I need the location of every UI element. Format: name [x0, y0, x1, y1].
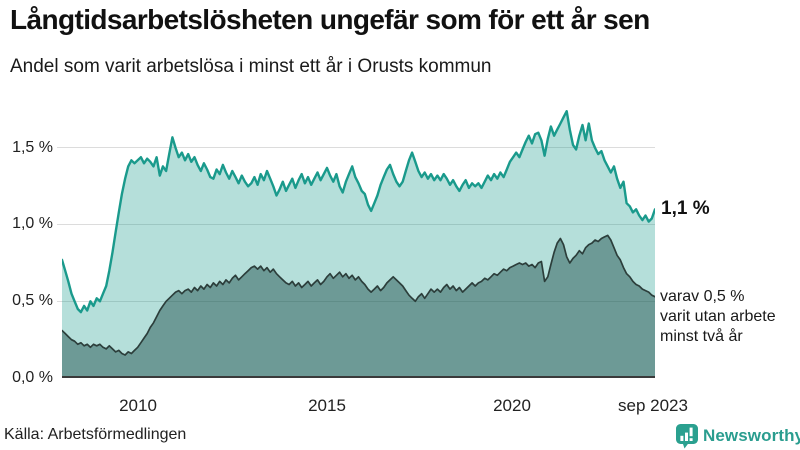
- x-tick-2010: 2010: [119, 396, 157, 415]
- annotation-latest-value: 1,1 %: [661, 198, 710, 219]
- annotation-subset-line3: minst två år: [660, 328, 743, 345]
- y-tick-0-0: 0,0 %: [12, 369, 53, 386]
- bar-chart-exclamation-glyph: [680, 427, 693, 441]
- total-line: [62, 110, 655, 314]
- y-tick-1-5: 1,5 %: [12, 139, 53, 156]
- chart-svg: [62, 110, 655, 378]
- x-tick-sep-2023: sep 2023: [618, 396, 688, 415]
- x-tick-2015: 2015: [308, 396, 346, 415]
- y-tick-1-0: 1,0 %: [12, 215, 53, 232]
- chart-subtitle: Andel som varit arbetslösa i minst ett å…: [10, 56, 492, 77]
- x-tick-2020: 2020: [493, 396, 531, 415]
- x-axis-line: [62, 376, 655, 378]
- source-credit: Källa: Arbetsförmedlingen: [4, 426, 187, 443]
- newsworthy-logo-icon: [676, 423, 698, 448]
- annotation-subset: varav 0,5 % varit utan arbete minst två …: [660, 287, 776, 347]
- chart-title: Långtidsarbetslösheten ungefär som för e…: [10, 4, 650, 35]
- subset-line: [62, 234, 655, 356]
- gridline-1-5: [57, 147, 655, 148]
- newsworthy-logo[interactable]: Newsworthy: [676, 423, 800, 449]
- annotation-subset-line2: varit utan arbete: [660, 308, 776, 325]
- gridline-0-5: [57, 301, 655, 302]
- annotation-subset-line1: varav 0,5 %: [660, 288, 745, 305]
- newsworthy-logo-text: Newsworthy: [703, 426, 800, 445]
- y-tick-0-5: 0,5 %: [12, 292, 53, 309]
- gridline-1-0: [57, 224, 655, 225]
